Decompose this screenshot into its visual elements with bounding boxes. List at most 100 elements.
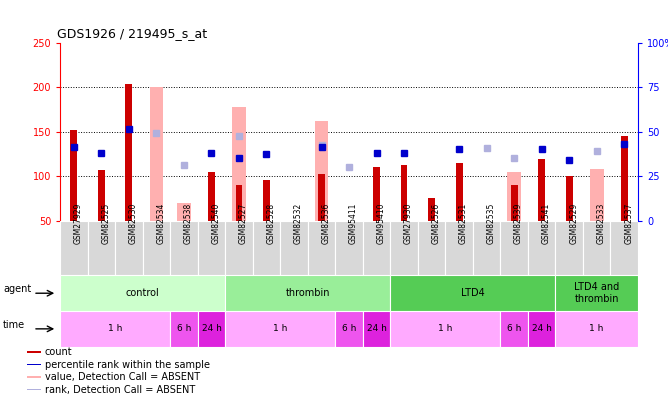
Text: GSM82530: GSM82530 bbox=[129, 203, 138, 244]
Text: GSM95411: GSM95411 bbox=[349, 203, 358, 244]
Text: 6 h: 6 h bbox=[507, 324, 521, 333]
Text: GSM82529: GSM82529 bbox=[569, 203, 578, 244]
Text: 24 h: 24 h bbox=[202, 324, 221, 333]
Text: GSM95410: GSM95410 bbox=[377, 203, 385, 244]
Bar bbox=[390, 275, 555, 311]
Bar bbox=[98, 170, 105, 221]
Bar bbox=[401, 166, 407, 221]
Bar bbox=[198, 311, 225, 347]
Bar bbox=[88, 221, 115, 275]
Text: GSM82535: GSM82535 bbox=[486, 203, 496, 244]
Bar bbox=[390, 221, 418, 275]
Text: GSM82539: GSM82539 bbox=[514, 203, 523, 244]
Bar bbox=[318, 173, 325, 221]
Text: 24 h: 24 h bbox=[532, 324, 552, 333]
Bar bbox=[555, 221, 583, 275]
Bar bbox=[500, 311, 528, 347]
Text: GSM82531: GSM82531 bbox=[459, 203, 468, 244]
Text: 6 h: 6 h bbox=[177, 324, 191, 333]
Bar bbox=[225, 221, 253, 275]
Bar bbox=[315, 121, 329, 221]
Text: GSM82536: GSM82536 bbox=[321, 203, 331, 244]
Bar bbox=[263, 180, 270, 221]
Bar bbox=[232, 107, 246, 221]
Bar bbox=[528, 311, 555, 347]
Bar bbox=[363, 221, 390, 275]
Text: percentile rank within the sample: percentile rank within the sample bbox=[45, 360, 210, 370]
Text: 1 h: 1 h bbox=[108, 324, 122, 333]
Bar bbox=[253, 221, 281, 275]
Bar bbox=[500, 221, 528, 275]
Text: GSM82540: GSM82540 bbox=[212, 203, 220, 244]
Bar bbox=[225, 275, 390, 311]
Bar bbox=[143, 221, 170, 275]
Bar bbox=[611, 221, 638, 275]
Bar bbox=[418, 221, 446, 275]
Text: rank, Detection Call = ABSENT: rank, Detection Call = ABSENT bbox=[45, 385, 195, 395]
Text: GSM82525: GSM82525 bbox=[102, 203, 110, 244]
Text: GSM27929: GSM27929 bbox=[74, 203, 83, 244]
Text: time: time bbox=[3, 320, 25, 330]
Bar bbox=[60, 311, 170, 347]
Bar bbox=[198, 221, 225, 275]
Text: 1 h: 1 h bbox=[273, 324, 287, 333]
Bar bbox=[236, 185, 242, 221]
Text: GSM82532: GSM82532 bbox=[294, 203, 303, 244]
Bar bbox=[538, 159, 545, 221]
Bar bbox=[27, 364, 41, 365]
Bar bbox=[590, 169, 604, 221]
Text: GSM82537: GSM82537 bbox=[624, 203, 633, 244]
Bar bbox=[281, 221, 308, 275]
Text: GSM82538: GSM82538 bbox=[184, 203, 193, 244]
Bar bbox=[170, 311, 198, 347]
Text: GSM82526: GSM82526 bbox=[432, 203, 441, 244]
Bar bbox=[208, 172, 215, 221]
Text: GSM82528: GSM82528 bbox=[267, 203, 275, 244]
Text: 24 h: 24 h bbox=[367, 324, 387, 333]
Bar bbox=[27, 389, 41, 390]
Bar bbox=[555, 275, 638, 311]
Bar bbox=[308, 221, 335, 275]
Bar bbox=[150, 87, 163, 221]
Bar bbox=[555, 311, 638, 347]
Text: GDS1926 / 219495_s_at: GDS1926 / 219495_s_at bbox=[57, 27, 207, 40]
Bar bbox=[170, 221, 198, 275]
Text: GSM82541: GSM82541 bbox=[542, 203, 550, 244]
Text: 1 h: 1 h bbox=[438, 324, 452, 333]
Bar bbox=[60, 275, 225, 311]
Text: 6 h: 6 h bbox=[342, 324, 356, 333]
Bar bbox=[583, 221, 611, 275]
Bar bbox=[27, 376, 41, 378]
Text: GSM27930: GSM27930 bbox=[404, 203, 413, 244]
Text: count: count bbox=[45, 347, 72, 357]
Text: GSM82527: GSM82527 bbox=[239, 203, 248, 244]
Text: value, Detection Call = ABSENT: value, Detection Call = ABSENT bbox=[45, 373, 200, 382]
Text: GSM82533: GSM82533 bbox=[597, 203, 606, 244]
Text: 1 h: 1 h bbox=[589, 324, 604, 333]
Text: GSM82534: GSM82534 bbox=[156, 203, 166, 244]
Bar bbox=[373, 167, 380, 221]
Bar bbox=[335, 311, 363, 347]
Bar bbox=[528, 221, 555, 275]
Bar bbox=[456, 163, 462, 221]
Bar bbox=[390, 311, 500, 347]
Bar bbox=[566, 176, 572, 221]
Text: agent: agent bbox=[3, 284, 31, 294]
Bar bbox=[177, 203, 191, 221]
Bar bbox=[225, 311, 335, 347]
Bar bbox=[507, 172, 521, 221]
Bar bbox=[115, 221, 143, 275]
Bar bbox=[60, 221, 88, 275]
Bar bbox=[446, 221, 473, 275]
Bar bbox=[27, 351, 41, 353]
Text: LTD4 and
thrombin: LTD4 and thrombin bbox=[574, 282, 619, 304]
Bar bbox=[70, 130, 77, 221]
Text: control: control bbox=[126, 288, 160, 298]
Bar bbox=[621, 136, 628, 221]
Bar bbox=[510, 185, 518, 221]
Bar bbox=[363, 311, 390, 347]
Bar bbox=[335, 221, 363, 275]
Bar bbox=[126, 84, 132, 221]
Bar bbox=[428, 198, 435, 221]
Bar bbox=[473, 221, 500, 275]
